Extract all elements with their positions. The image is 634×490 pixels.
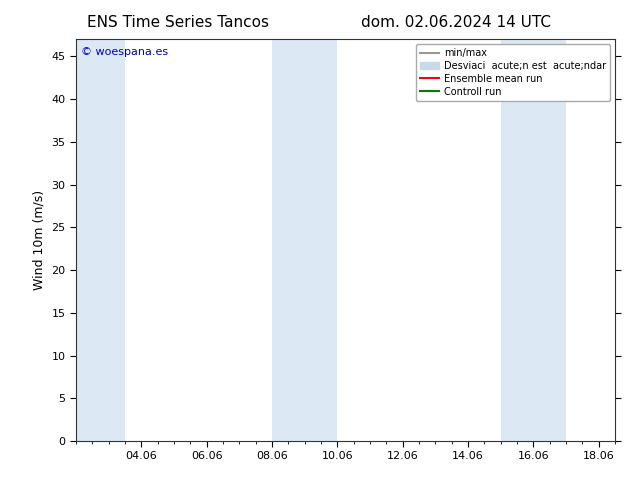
Text: dom. 02.06.2024 14 UTC: dom. 02.06.2024 14 UTC	[361, 15, 552, 30]
Bar	[76, 39, 125, 441]
Legend: min/max, Desviaci  acute;n est  acute;ndar, Ensemble mean run, Controll run: min/max, Desviaci acute;n est acute;ndar…	[416, 44, 610, 100]
Bar	[501, 39, 566, 441]
Text: © woespana.es: © woespana.es	[81, 47, 169, 57]
Y-axis label: Wind 10m (m/s): Wind 10m (m/s)	[33, 190, 46, 290]
Bar	[272, 39, 337, 441]
Text: ENS Time Series Tancos: ENS Time Series Tancos	[86, 15, 269, 30]
